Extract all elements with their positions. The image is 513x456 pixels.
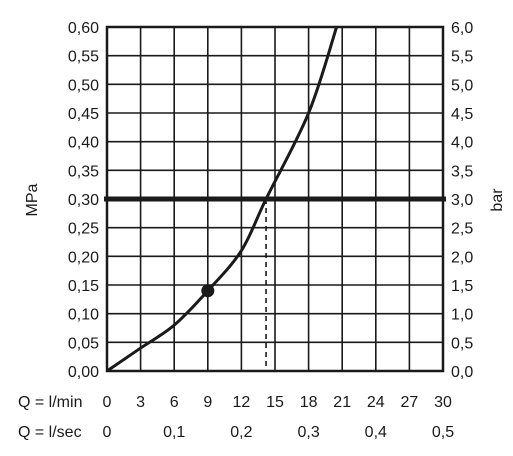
y-left-tick-label: 0,20 <box>68 249 99 266</box>
x-axis-unit-label-lmin: Q = l/min <box>18 394 82 411</box>
y-right-tick-label: 0,0 <box>451 364 473 381</box>
x2-tick-label: 0,4 <box>365 424 387 441</box>
y-right-tick-label: 6,0 <box>451 20 473 37</box>
x-axis-unit-label-lsec: Q = l/sec <box>18 424 82 441</box>
plot-border <box>105 25 445 373</box>
x2-tick-label: 0,2 <box>230 424 252 441</box>
x-tick-label: 18 <box>300 394 318 411</box>
x-tick-label: 30 <box>434 394 452 411</box>
operating-point-marker <box>201 284 215 298</box>
y-right-tick-label: 2,0 <box>451 249 473 266</box>
tick-labels: 0,000,050,100,150,200,250,300,350,400,45… <box>68 20 473 441</box>
series-line-0 <box>106 26 339 373</box>
y-left-tick-label: 0,10 <box>68 307 99 324</box>
y-left-tick-label: 0,40 <box>68 135 99 152</box>
y-left-tick-label: 0,25 <box>68 221 99 238</box>
y-right-tick-label: 5,0 <box>451 77 473 94</box>
x-tick-label: 6 <box>170 394 179 411</box>
y-right-tick-label: 0,5 <box>451 335 473 352</box>
x-tick-label: 21 <box>333 394 351 411</box>
x2-tick-label: 0,3 <box>297 424 319 441</box>
y-left-tick-label: 0,00 <box>68 364 99 381</box>
x2-tick-label: 0 <box>103 424 112 441</box>
y-left-tick-label: 0,15 <box>68 278 99 295</box>
plot-frame <box>105 25 445 373</box>
y-left-tick-label: 0,50 <box>68 77 99 94</box>
y-left-tick-label: 0,35 <box>68 163 99 180</box>
y-right-tick-label: 3,0 <box>451 192 473 209</box>
y-left-tick-label: 0,30 <box>68 192 99 209</box>
y-right-tick-label: 4,0 <box>451 135 473 152</box>
y-right-tick-label: 1,0 <box>451 307 473 324</box>
y-right-tick-label: 4,5 <box>451 106 473 123</box>
y-right-tick-label: 5,5 <box>451 49 473 66</box>
y-left-tick-label: 0,05 <box>68 335 99 352</box>
x2-tick-label: 0,1 <box>163 424 185 441</box>
y-left-tick-label: 0,60 <box>68 20 99 37</box>
reference-lines <box>104 196 446 371</box>
y-axis-left-title: MPa <box>24 183 41 216</box>
x2-tick-label: 0,5 <box>432 424 454 441</box>
x-tick-label: 24 <box>367 394 385 411</box>
x-tick-label: 15 <box>266 394 284 411</box>
y-left-tick-label: 0,55 <box>68 49 99 66</box>
x-tick-label: 9 <box>203 394 212 411</box>
y-axis-right-title: bar <box>489 188 506 212</box>
x-tick-label: 27 <box>401 394 419 411</box>
y-right-tick-label: 1,5 <box>451 278 473 295</box>
y-right-tick-label: 2,5 <box>451 221 473 238</box>
x-tick-label: 3 <box>136 394 145 411</box>
x-tick-label: 12 <box>233 394 251 411</box>
x-tick-label: 0 <box>103 394 112 411</box>
y-right-tick-label: 3,5 <box>451 163 473 180</box>
curve-layer <box>106 26 339 373</box>
axis-titles: MPa bar Q = l/min Q = l/sec <box>18 183 506 441</box>
y-left-tick-label: 0,45 <box>68 106 99 123</box>
